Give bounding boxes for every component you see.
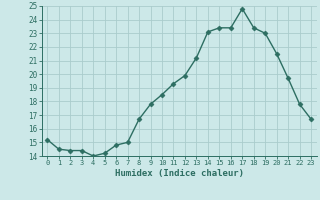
X-axis label: Humidex (Indice chaleur): Humidex (Indice chaleur): [115, 169, 244, 178]
